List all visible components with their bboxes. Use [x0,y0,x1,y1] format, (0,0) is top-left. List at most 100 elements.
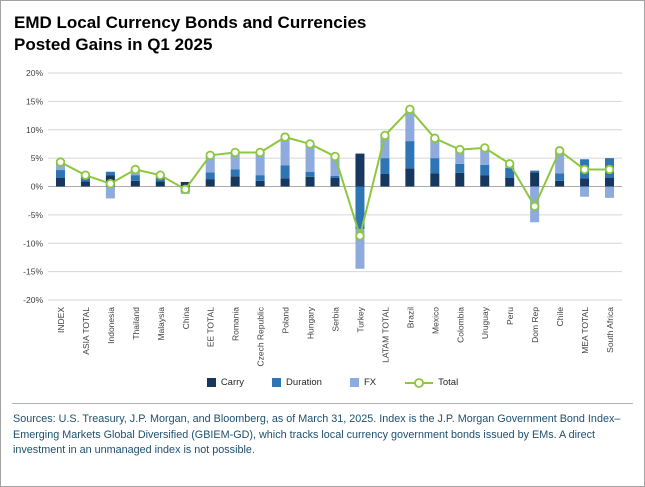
bar-segment-fx [380,135,390,158]
x-category-label: MEA TOTAL [580,307,590,354]
bar-segment-fx [255,152,265,176]
bar-segment-fx [480,147,490,165]
bar-segment-duration [455,163,465,173]
x-category-label: Hungary [306,306,316,339]
total-marker [55,157,66,167]
bar-segment-carry [480,175,490,187]
y-tick-label: 10% [26,125,43,135]
bar-segment-duration [230,169,240,177]
x-category-label: Thailand [131,307,141,340]
bar-segment-carry [55,177,65,187]
x-category-label: Turkey [355,306,365,332]
x-category-label: Colombia [455,307,465,343]
carry-swatch-icon [206,378,216,388]
bar-segment-carry [355,153,365,187]
bar-segment-carry [130,180,140,187]
duration-swatch-icon [272,378,282,388]
bar-segment-carry [80,181,90,187]
total-marker [80,170,91,180]
bar-segment-carry [505,177,515,187]
total-marker [380,130,390,140]
bar-segment-carry [455,172,465,187]
bar-segment-duration [280,165,290,179]
bar-segment-fx [330,156,340,176]
bar-segment-fx [430,138,440,158]
bar-segment-duration [405,140,415,169]
total-marker [130,164,141,175]
total-line-swatch-icon [405,377,434,388]
legend-item-total: Total [404,377,458,389]
x-category-label: Indonesia [106,307,116,344]
legend-item-fx: FX [349,377,377,389]
bar-segment-carry [305,176,315,187]
x-category-label: Brazil [405,307,415,328]
bar-segment-fx [455,149,465,164]
footer-divider [12,402,633,404]
fx-swatch-icon [349,378,359,388]
x-category-label: Uruguay [480,306,490,339]
total-marker [255,147,265,158]
x-category-label: Serbia [331,307,341,332]
bar-segment-carry [180,181,190,187]
x-category-label: LATAM TOTAL [380,307,390,363]
y-tick-label: 20% [26,68,43,78]
bar-segment-duration [330,175,340,178]
total-marker [205,150,215,160]
legend-label-carry: Carry [220,377,245,389]
bar-segment-carry [155,181,165,187]
bar-segment-fx [280,137,290,166]
bar-segment-duration [130,175,140,181]
y-tick-label: 0% [31,181,44,191]
total-marker [230,147,240,158]
x-category-label: EE TOTAL [206,307,216,347]
bar-segment-duration [530,170,540,173]
bar-segment-carry [255,180,265,187]
bar-segment-duration [505,167,515,178]
bar-segment-duration [55,169,65,178]
total-marker [105,178,116,189]
bar-segment-carry [380,173,390,187]
legend-label-duration: Duration [286,377,322,389]
x-category-label: Romania [231,307,241,341]
x-category-label: Chile [555,307,565,327]
bar-segment-carry [580,178,590,187]
total-marker [305,139,315,149]
bar-segment-fx [405,109,415,141]
bar-segment-carry [230,176,240,187]
bar-segment-carry [555,180,565,187]
x-category-label: Czech Republic [256,306,266,366]
y-tick-label: -15% [23,267,43,277]
bar-segment-carry [405,168,415,187]
chart-plot: -20% -15% -10% -5% 0% 5% 10% 15% 20% INDEX ASIA TO… [23,68,622,366]
x-category-label: China [181,307,191,329]
bar-segment-fx [355,228,365,269]
total-marker [529,201,540,211]
bar-segment-duration [355,186,365,229]
x-category-label: South Africa [605,307,615,353]
bar-segment-duration [205,172,215,179]
x-category-label: Mexico [430,307,440,334]
legend-item-duration: Duration [272,377,322,388]
bar-segment-carry [280,178,290,187]
bar-segment-duration [105,171,115,176]
total-marker [280,132,290,142]
x-category-label: Poland [281,307,291,334]
x-category-label: Malaysia [156,307,166,341]
bar-segment-fx [580,186,590,197]
bar-segment-duration [555,173,565,181]
bar-segment-fx [205,155,215,173]
bar-segment-carry [430,173,440,187]
total-marker [554,145,565,156]
bar-segment-fx [230,152,240,170]
x-category-label: INDEX [56,307,66,333]
y-tick-label: -20% [23,295,43,305]
total-marker [455,144,465,155]
total-marker [504,158,515,169]
total-marker [604,164,615,175]
bar-segment-duration [430,158,440,174]
bar-segment-carry [205,178,215,187]
legend-label-fx: FX [363,377,377,389]
bar-segment-fx [605,186,615,198]
total-marker [155,170,166,180]
